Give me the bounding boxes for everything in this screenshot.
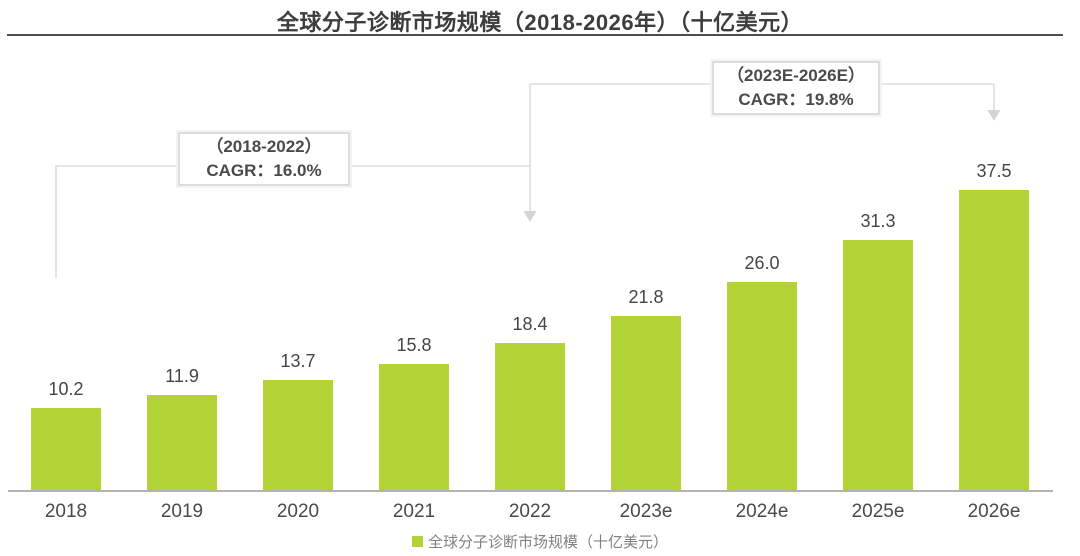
x-axis-label-2018: 2018: [44, 501, 88, 522]
x-axis-line: [8, 490, 1053, 492]
x-axis-label-2023e: 2023e: [619, 501, 673, 522]
bar-2025e: [843, 240, 913, 490]
cagr-period-label: （2023E-2026E）: [727, 66, 865, 85]
legend-label: 全球分子诊断市场规模（十亿美元）: [427, 534, 668, 551]
bar-2021: [379, 364, 449, 490]
x-axis-label-2024e: 2024e: [735, 501, 789, 522]
bar-value-label-2023e: 21.8: [628, 287, 664, 307]
x-axis-label-2019: 2019: [160, 501, 204, 522]
bar-2019: [147, 395, 217, 490]
bar-value-label-2021: 15.8: [396, 335, 432, 355]
chart-title: 全球分子诊断市场规模（2018-2026年）（十亿美元）: [276, 10, 804, 35]
bar-value-label-2019: 11.9: [165, 366, 199, 386]
bar-2026e: [959, 190, 1029, 490]
title-divider: [7, 34, 1063, 36]
bar-2018: [31, 408, 101, 490]
x-axis-label-2022: 2022: [508, 501, 552, 522]
x-axis-label-2021: 2021: [392, 501, 436, 522]
bar-2024e: [727, 282, 797, 490]
cagr-annotation-2023e-2026e: （2023E-2026E） CAGR：19.8%: [712, 61, 880, 115]
bar-value-label-2020: 13.7: [280, 351, 316, 371]
cagr-value-label: CAGR：16.0%: [206, 161, 322, 180]
legend-swatch-icon: [411, 536, 423, 547]
x-axis-label-2026e: 2026e: [967, 501, 1021, 522]
x-axis-label-2020: 2020: [276, 501, 320, 522]
bar-value-label-2018: 10.2: [48, 379, 84, 399]
bar-value-label-2025e: 31.3: [860, 211, 896, 231]
cagr-annotation-2018-2022: （2018-2022） CAGR：16.0%: [178, 132, 350, 186]
bar-2023e: [611, 316, 681, 490]
legend: 全球分子诊断市场规模（十亿美元）: [0, 531, 1080, 552]
cagr-period-label: （2018-2022）: [206, 137, 322, 156]
bar-2020: [263, 380, 333, 490]
bar-value-label-2024e: 26.0: [744, 253, 780, 273]
bar-2022: [495, 343, 565, 490]
cagr-value-label: CAGR：19.8%: [738, 90, 854, 109]
bar-value-label-2022: 18.4: [512, 314, 548, 334]
x-axis-label-2025e: 2025e: [851, 501, 905, 522]
bar-value-label-2026e: 37.5: [976, 161, 1012, 181]
